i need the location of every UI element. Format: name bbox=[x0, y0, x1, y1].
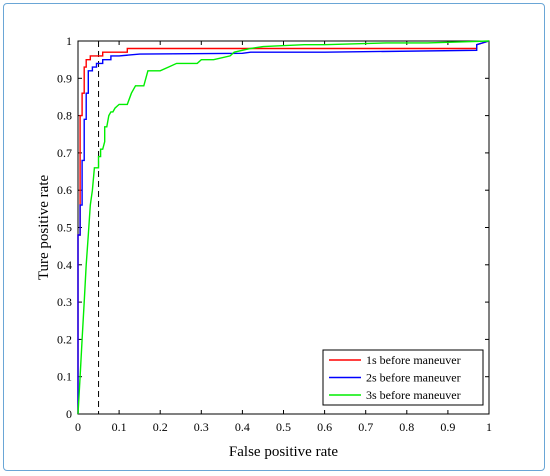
series-lines bbox=[77, 40, 490, 415]
legend-label-1s: 1s before maneuver bbox=[366, 353, 461, 367]
legend-label-2s: 2s before maneuver bbox=[366, 371, 461, 385]
y-tick-label: 0 bbox=[66, 407, 72, 421]
series-line-3s bbox=[77, 40, 490, 415]
y-tick-label: 0.4 bbox=[57, 258, 72, 272]
y-tick-label: 0.7 bbox=[57, 146, 72, 160]
x-tick-label: 0 bbox=[75, 420, 81, 434]
y-tick-label: 0.1 bbox=[57, 370, 72, 384]
legend: 1s before maneuver 2s before maneuver 3s… bbox=[322, 349, 484, 406]
y-tick-label: 0.6 bbox=[57, 183, 72, 197]
y-tick-label: 0.2 bbox=[57, 332, 72, 346]
x-tick-label: 0.7 bbox=[358, 420, 373, 434]
y-tick-label: 0.5 bbox=[57, 221, 72, 235]
y-tick-label: 0.8 bbox=[57, 109, 72, 123]
legend-label-3s: 3s before maneuver bbox=[366, 388, 461, 402]
x-tick-label: 1 bbox=[486, 420, 492, 434]
x-tick-label: 0.2 bbox=[153, 420, 168, 434]
x-tick-label: 0.3 bbox=[194, 420, 209, 434]
x-tick-label: 0.5 bbox=[276, 420, 291, 434]
series-line-2s bbox=[77, 40, 490, 414]
series-line-1s bbox=[77, 40, 490, 414]
axis-ticks: 0 0.1 0.2 0.3 0.4 0.5 0.6 0.7 0.8 0.9 1 0 0.1 0.2 0.3 0… bbox=[57, 34, 492, 434]
x-tick-label: 0.1 bbox=[112, 420, 127, 434]
x-tick-label: 0.9 bbox=[440, 420, 455, 434]
y-tick-label: 0.9 bbox=[57, 71, 72, 85]
x-tick-label: 0.6 bbox=[317, 420, 332, 434]
y-axis-label: Ture positive rate bbox=[36, 175, 52, 281]
y-tick-label: 0.3 bbox=[57, 295, 72, 309]
x-tick-label: 0.8 bbox=[399, 420, 414, 434]
y-tick-label: 1 bbox=[66, 34, 72, 48]
x-tick-label: 0.4 bbox=[235, 420, 250, 434]
x-axis-label: False positive rate bbox=[229, 444, 338, 460]
